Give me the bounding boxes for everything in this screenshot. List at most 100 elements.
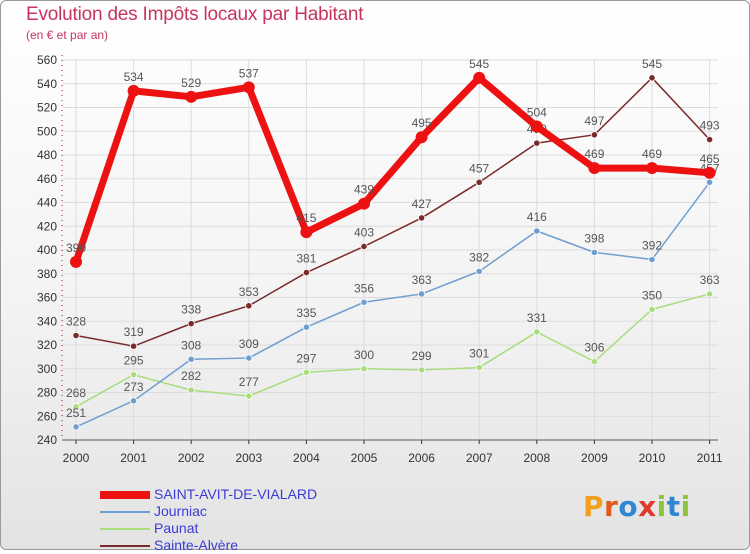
data-label: 308 — [181, 338, 201, 352]
data-point — [533, 139, 541, 147]
data-label: 353 — [239, 285, 259, 299]
data-label: 268 — [66, 386, 86, 400]
data-point — [417, 366, 426, 374]
data-point — [475, 178, 483, 186]
x-tick-label: 2004 — [293, 451, 320, 465]
data-label: 392 — [642, 239, 662, 253]
data-label: 493 — [700, 119, 720, 133]
data-label: 416 — [527, 210, 547, 224]
x-tick-label: 2002 — [178, 451, 205, 465]
data-point — [245, 392, 253, 400]
data-point — [187, 320, 195, 328]
data-label: 328 — [66, 315, 86, 329]
y-tick-label: 440 — [37, 196, 57, 210]
proxiti-logo: Proxiti — [583, 490, 691, 523]
data-point — [648, 305, 656, 313]
y-tick-label: 480 — [37, 148, 57, 162]
data-point — [360, 365, 368, 373]
x-tick-label: 2009 — [581, 451, 608, 465]
data-label: 403 — [354, 225, 374, 239]
data-label: 529 — [181, 76, 201, 90]
data-point — [245, 302, 253, 310]
y-tick-label: 360 — [37, 291, 57, 305]
legend-swatch — [100, 528, 150, 530]
data-point — [302, 323, 310, 331]
y-tick-label: 540 — [37, 77, 57, 91]
data-point — [588, 162, 601, 175]
data-label: 415 — [296, 211, 316, 225]
y-tick-label: 500 — [37, 124, 57, 138]
logo-letter: P — [583, 490, 605, 523]
data-label: 495 — [412, 116, 432, 130]
legend-swatch — [100, 491, 150, 499]
data-label: 390 — [66, 241, 86, 255]
data-label: 338 — [181, 303, 201, 317]
legend-label: Sainte-Alvère — [154, 537, 239, 553]
data-point — [130, 342, 138, 350]
x-tick-label: 2006 — [408, 451, 435, 465]
data-point — [72, 403, 80, 411]
y-tick-label: 320 — [37, 338, 57, 352]
legend-label: Journiac — [154, 503, 207, 519]
data-point — [130, 371, 138, 379]
data-point — [300, 226, 313, 239]
data-point — [648, 74, 656, 82]
data-label: 282 — [181, 369, 201, 383]
logo-letter: i — [656, 490, 667, 523]
data-label: 350 — [642, 288, 662, 302]
data-point — [533, 328, 541, 336]
data-point — [475, 267, 483, 275]
data-point — [475, 363, 483, 372]
legend-label: SAINT-AVIT-DE-VIALARD — [154, 486, 318, 502]
data-point — [360, 298, 368, 306]
y-tick-label: 340 — [37, 314, 57, 328]
y-tick-label: 280 — [37, 386, 57, 400]
legend-swatch — [100, 511, 150, 513]
data-label: 301 — [469, 347, 489, 361]
data-point — [473, 71, 486, 84]
data-label: 465 — [700, 152, 720, 166]
y-tick-label: 380 — [37, 267, 57, 281]
data-point — [187, 386, 195, 394]
x-tick-label: 2011 — [697, 451, 723, 465]
chart-subtitle: (en € et par an) — [26, 28, 109, 42]
data-label: 504 — [527, 106, 547, 120]
data-point — [242, 81, 255, 94]
logo-letter: o — [618, 490, 639, 523]
data-point — [302, 368, 310, 376]
data-label: 469 — [584, 147, 604, 161]
y-tick-label: 420 — [37, 219, 57, 233]
x-tick-label: 2007 — [466, 451, 493, 465]
logo-letter: x — [638, 490, 657, 523]
series-line-saint-avit-de-vialard — [72, 74, 714, 266]
data-label: 299 — [412, 349, 432, 363]
data-point — [130, 397, 138, 405]
data-point — [590, 248, 599, 256]
data-label: 295 — [124, 354, 144, 368]
series-line-sainte-alv-re — [75, 77, 711, 347]
data-point — [646, 162, 658, 175]
data-label: 363 — [412, 273, 432, 287]
data-label: 331 — [527, 311, 547, 325]
data-point — [417, 214, 426, 222]
data-point — [530, 120, 543, 133]
chart-title: Evolution des Impôts locaux par Habitant — [26, 4, 364, 25]
data-label: 381 — [296, 252, 316, 266]
legend-swatch — [100, 545, 150, 547]
data-point — [360, 242, 368, 251]
data-point — [590, 131, 599, 139]
data-point — [72, 423, 80, 431]
x-tick-label: 2008 — [523, 451, 550, 465]
data-point — [302, 268, 310, 277]
y-tick-label: 260 — [37, 409, 57, 423]
data-label: 545 — [642, 57, 662, 71]
x-tick-label: 2001 — [120, 451, 147, 465]
x-tick-label: 2003 — [235, 451, 262, 465]
y-tick-label: 460 — [37, 172, 57, 186]
data-point — [590, 358, 599, 366]
series-line-paunat — [75, 293, 711, 408]
logo-letter: i — [680, 490, 691, 523]
data-label: 439 — [354, 183, 374, 197]
